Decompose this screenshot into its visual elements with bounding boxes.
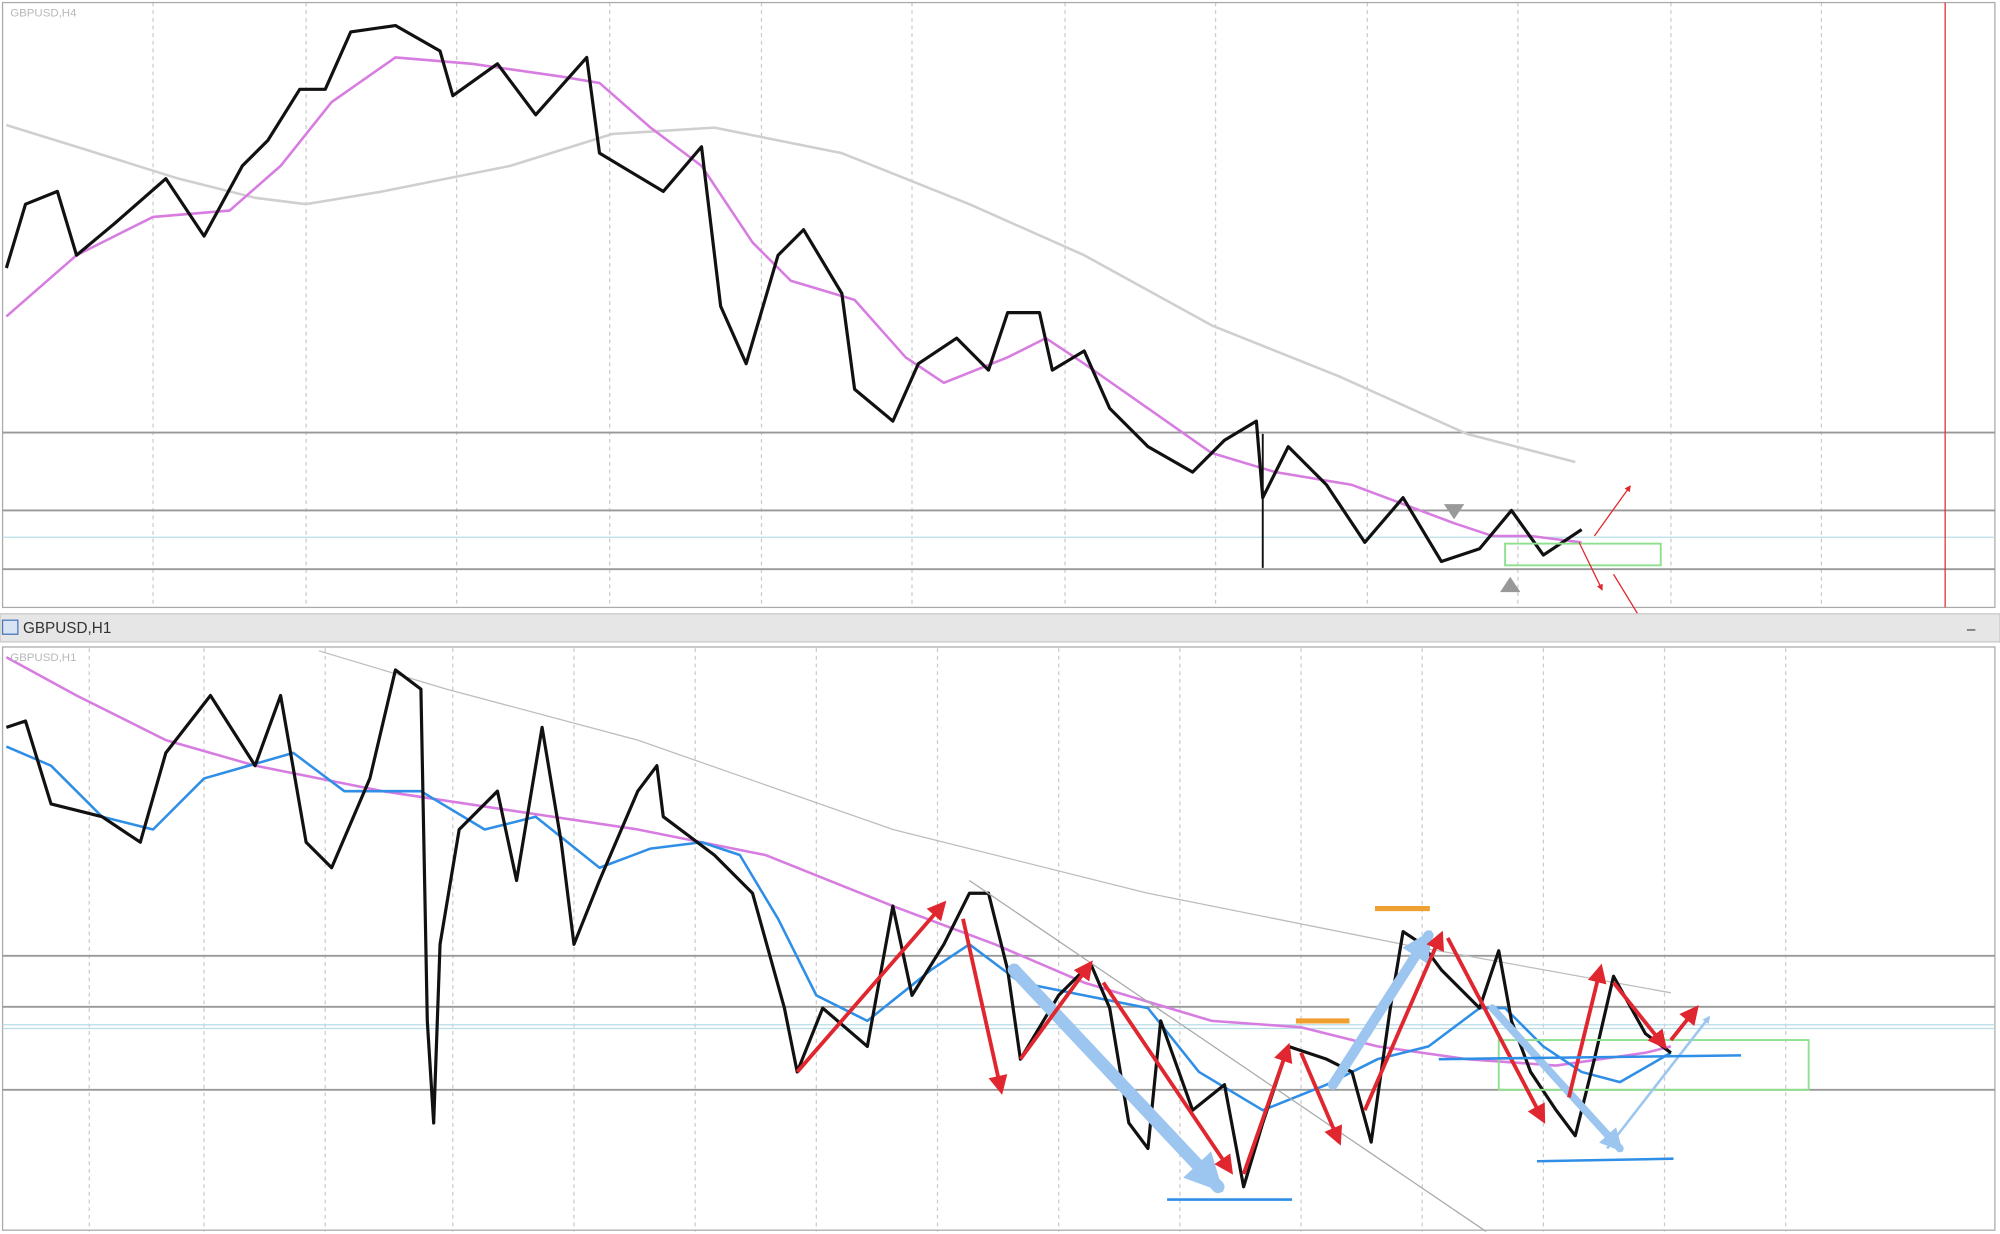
bottom-pane-border: [1, 646, 1996, 1231]
ma-fast: [5, 56, 1582, 544]
wave-arrow: [1299, 1052, 1343, 1146]
wave-arrow: [1327, 930, 1434, 1090]
wave-arrow: [1606, 1015, 1711, 1150]
support-line: [1536, 1157, 1674, 1163]
support-line: [1438, 1054, 1742, 1061]
ma-mid: [5, 656, 1672, 1067]
wave-arrow: [1007, 963, 1225, 1194]
projection-arrow: [1593, 485, 1631, 537]
wave-arrow: [1612, 981, 1667, 1050]
wave-arrow: [1669, 1005, 1699, 1042]
wave-arrow: [1018, 960, 1093, 1061]
top-pane-border: [1, 1, 1996, 609]
projection-arrow: [1578, 542, 1603, 591]
window-title-bar[interactable]: [0, 613, 2000, 643]
wave-arrow: [1101, 981, 1234, 1175]
ma-slow: [6, 123, 1576, 464]
projection-arrow: [1612, 573, 1643, 622]
top-chart-label: GBPUSD,H4: [10, 8, 77, 20]
minimize-button[interactable]: –: [1967, 621, 1976, 638]
window-title: GBPUSD,H1: [23, 620, 111, 637]
window-icon: [1, 619, 19, 635]
trend-line: [969, 879, 1487, 1232]
wave-arrow: [1363, 930, 1444, 1111]
marker-triangle: [1443, 504, 1465, 520]
wave-arrow: [1241, 1042, 1293, 1175]
wave-arrow: [1567, 963, 1607, 1098]
marker-triangle: [1500, 576, 1521, 593]
wave-arrow: [795, 900, 947, 1074]
ma-fast: [5, 745, 1672, 1112]
wave-arrow: [1488, 1004, 1624, 1153]
price: [4, 23, 1583, 564]
wave-arrow: [1446, 937, 1546, 1124]
zone-box: [1504, 542, 1662, 567]
wave-arrow: [961, 918, 1008, 1095]
bottom-chart-label: GBPUSD,H1: [10, 652, 76, 664]
